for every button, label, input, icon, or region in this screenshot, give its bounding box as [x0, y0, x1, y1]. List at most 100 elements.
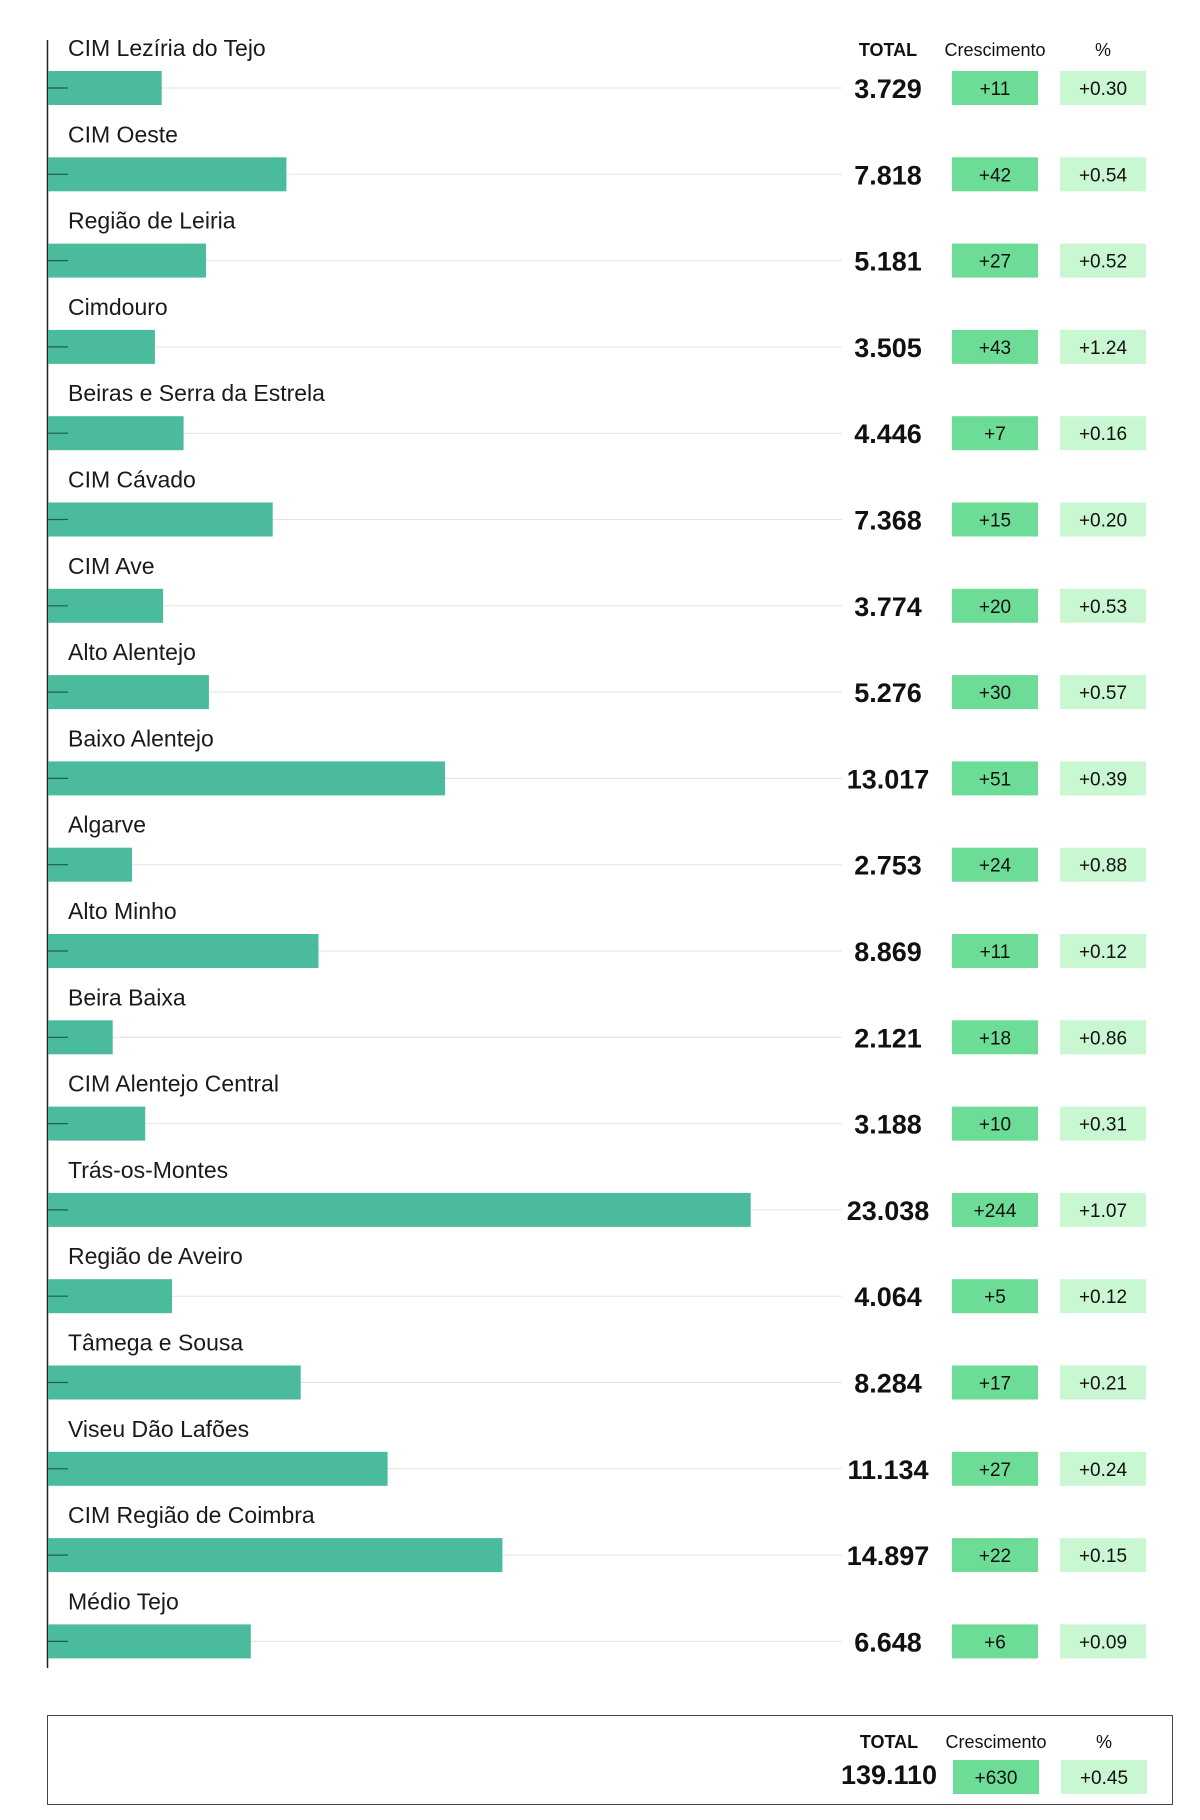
growth-chip [952, 71, 1038, 105]
category-label: Cimdouro [68, 294, 168, 320]
growth-value: +18 [979, 1028, 1011, 1049]
category-label: CIM Alentejo Central [68, 1071, 279, 1097]
growth-chip [952, 1538, 1038, 1573]
category-label: CIM Oeste [68, 121, 178, 147]
growth-chip [952, 1106, 1038, 1141]
growth-chip [952, 1279, 1038, 1314]
percent-chip [1060, 1451, 1146, 1486]
percent-chip [1060, 1106, 1146, 1141]
growth-chip [952, 934, 1038, 968]
percent-chip [1060, 1192, 1146, 1227]
category-label: Beira Baixa [68, 984, 186, 1010]
chart-rows: CIM Lezíria do Tejo 3.729 +11 +0.30 CIM Oest… [48, 35, 1146, 1659]
growth-value: +6 [984, 1632, 1006, 1653]
percent-chip [1060, 934, 1146, 968]
summary-growth-value: +630 [975, 1768, 1018, 1789]
growth-chip [952, 416, 1038, 451]
growth-value: +20 [979, 597, 1011, 618]
percent-value: +0.15 [1079, 1546, 1127, 1567]
total-value: 2.753 [854, 851, 922, 881]
bar [48, 934, 319, 968]
growth-chip [952, 243, 1038, 278]
percent-chip [1060, 502, 1146, 537]
category-label: Região de Leiria [68, 208, 236, 234]
percent-chip [1060, 1624, 1146, 1659]
percent-value: +0.21 [1079, 1374, 1127, 1395]
total-value: 3.188 [854, 1110, 922, 1140]
header-percent: % [1095, 40, 1111, 60]
category-label: Beiras e Serra da Estrela [68, 380, 325, 406]
percent-value: +0.30 [1079, 79, 1127, 100]
bar [48, 1538, 503, 1573]
header-total: TOTAL [859, 40, 917, 60]
percent-chip [1060, 416, 1146, 451]
total-value: 3.505 [854, 333, 922, 363]
percent-value: +0.54 [1079, 165, 1128, 186]
percent-value: +0.52 [1079, 252, 1127, 273]
percent-value: +0.09 [1079, 1632, 1127, 1653]
percent-value: +0.39 [1079, 769, 1127, 790]
growth-value: +7 [984, 424, 1006, 445]
total-value: 3.774 [854, 592, 922, 622]
growth-chip [952, 1365, 1038, 1400]
percent-chip [1060, 1020, 1146, 1055]
regional-bar-chart: TOTAL Crescimento % CIM Lezíria do Tejo 3… [46, 35, 1146, 1668]
bar [48, 1451, 388, 1486]
percent-value: +0.20 [1079, 511, 1127, 532]
growth-value: +11 [980, 79, 1011, 100]
growth-value: +27 [979, 252, 1011, 273]
summary-header-growth: Crescimento [945, 1732, 1046, 1752]
growth-value: +10 [979, 1115, 1011, 1136]
bar [48, 243, 206, 278]
category-label: Viseu Dão Lafões [68, 1416, 249, 1442]
total-value: 4.064 [854, 1282, 922, 1312]
growth-chip [952, 588, 1038, 623]
header-growth: Crescimento [944, 40, 1045, 60]
category-label: Trás-os-Montes [68, 1157, 228, 1183]
growth-chip [952, 1192, 1038, 1227]
growth-chip [952, 761, 1038, 796]
summary-header-total: TOTAL [860, 1732, 918, 1752]
total-value: 7.818 [854, 160, 922, 190]
category-label: CIM Ave [68, 553, 155, 579]
total-value: 23.038 [847, 1196, 930, 1226]
percent-value: +0.57 [1079, 683, 1127, 704]
growth-chip [952, 675, 1038, 710]
percent-chip [1060, 1538, 1146, 1573]
bar [48, 1279, 172, 1314]
growth-chip [952, 1624, 1038, 1659]
percent-value: +0.53 [1079, 597, 1127, 618]
total-value: 13.017 [847, 764, 930, 794]
total-value: 7.368 [854, 506, 922, 536]
percent-chip [1060, 71, 1146, 105]
growth-value: +42 [979, 165, 1011, 186]
bar [48, 416, 184, 451]
percent-value: +0.31 [1079, 1115, 1127, 1136]
percent-chip [1060, 1365, 1146, 1400]
growth-value: +51 [979, 769, 1011, 790]
growth-value: +15 [979, 511, 1011, 532]
total-value: 8.284 [854, 1369, 922, 1399]
summary-total-value: 139.110 [841, 1760, 937, 1790]
total-value: 4.446 [854, 419, 922, 449]
percent-value: +0.12 [1079, 942, 1127, 963]
category-label: CIM Lezíria do Tejo [68, 35, 266, 61]
percent-chip [1060, 588, 1146, 623]
summary-growth-chip [953, 1760, 1039, 1794]
bar [48, 1192, 751, 1227]
category-label: Tâmega e Sousa [68, 1330, 243, 1356]
total-value: 6.648 [854, 1627, 922, 1657]
growth-value: +11 [980, 942, 1011, 963]
total-value: 5.276 [854, 678, 922, 708]
percent-value: +1.07 [1079, 1201, 1127, 1222]
growth-chip [952, 157, 1038, 192]
category-label: Alto Alentejo [68, 639, 196, 665]
total-value: 2.121 [854, 1023, 922, 1053]
bar [48, 157, 287, 192]
percent-chip [1060, 847, 1146, 882]
percent-value: +0.12 [1079, 1287, 1127, 1308]
category-label: Médio Tejo [68, 1588, 179, 1614]
summary-percent-chip [1061, 1760, 1147, 1794]
category-label: Algarve [68, 812, 146, 838]
percent-chip [1060, 675, 1146, 710]
